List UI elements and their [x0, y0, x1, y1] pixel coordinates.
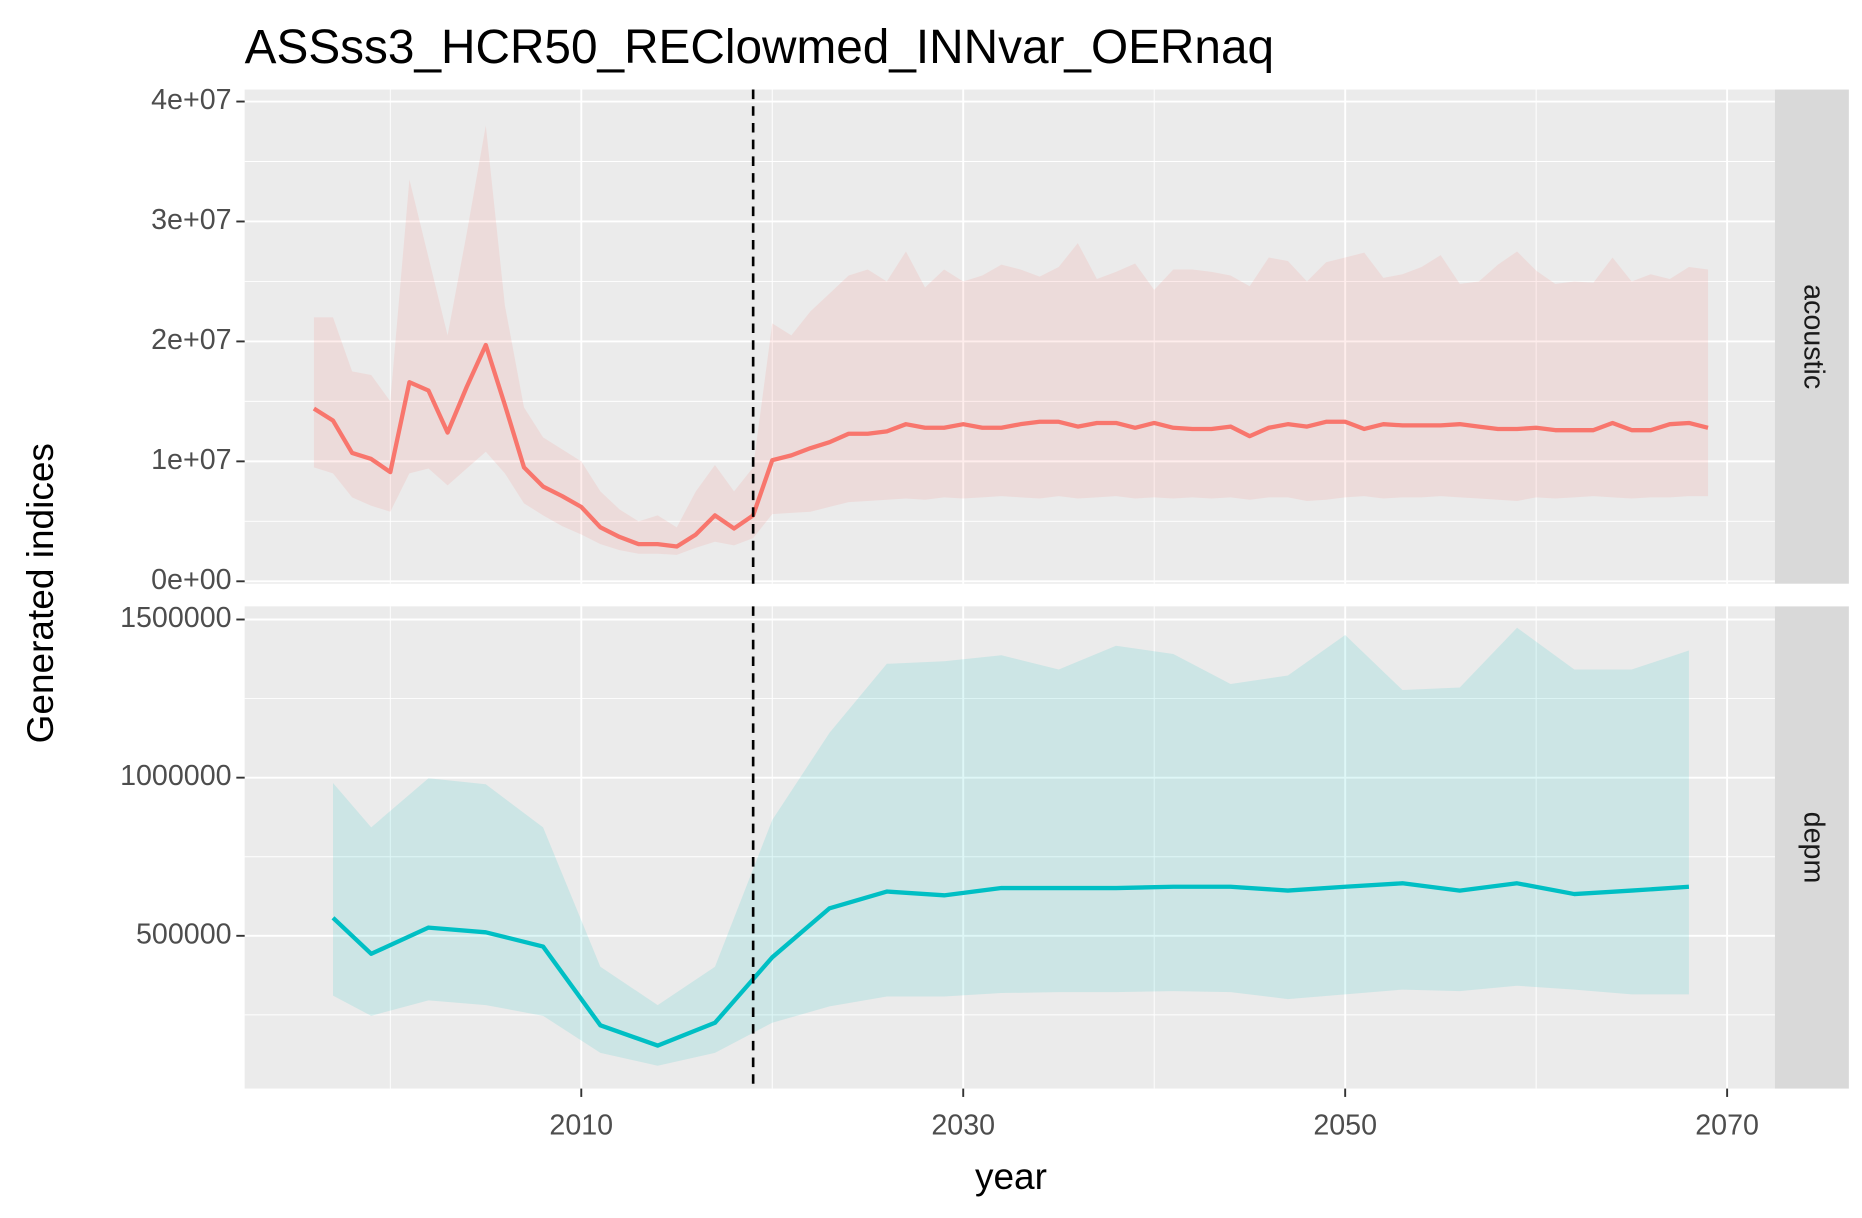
confidence-band	[313, 125, 1709, 555]
x-tick-label: 2050	[1313, 1109, 1377, 1141]
median-line	[331, 881, 1690, 1048]
x-tick-label: 2030	[931, 1109, 995, 1141]
y-tick-label: 1000000	[120, 760, 231, 792]
panel-background	[244, 89, 1775, 584]
y-tick-label: 0e+00	[151, 564, 231, 596]
y-tick-label: 4e+07	[151, 84, 231, 116]
strip-background	[1774, 606, 1849, 1089]
chart-title: ASSss3_HCR50_REClowmed_INNvar_OERnaq	[245, 21, 1274, 74]
y-tick-label: 2e+07	[151, 324, 231, 356]
y-tick-label: 500000	[136, 918, 232, 950]
y-tick-label: 3e+07	[151, 204, 231, 236]
y-tick-label: 1500000	[120, 602, 231, 634]
y-tick-label: 1e+07	[151, 444, 231, 476]
panel-background	[244, 606, 1775, 1089]
strip-background	[1774, 89, 1849, 584]
median-line	[312, 342, 1709, 549]
strip-label: acoustic	[1797, 284, 1829, 389]
x-axis-title: year	[975, 1156, 1047, 1197]
y-axis-title: Generated indices	[20, 443, 61, 743]
strip-label: depm	[1797, 812, 1829, 884]
confidence-band	[333, 627, 1689, 1066]
x-tick-label: 2070	[1695, 1109, 1759, 1141]
x-tick-label: 2010	[549, 1109, 613, 1141]
